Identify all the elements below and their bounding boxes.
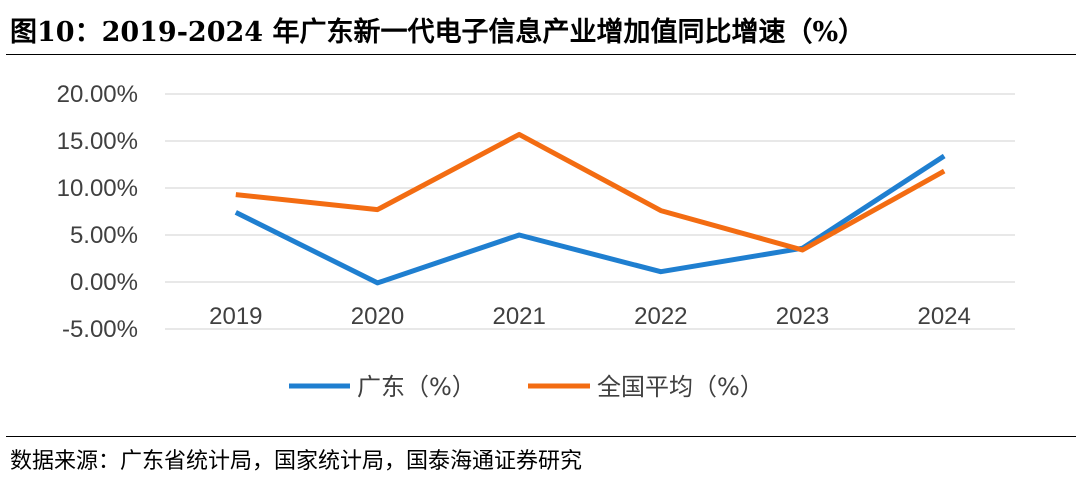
x-axis-ticks: 2019 2020 2021 2022 2023 2024 <box>209 303 971 330</box>
x-tick-label: 2020 <box>351 303 404 330</box>
series-line-guangdong <box>234 153 946 286</box>
x-tick-label: 2023 <box>776 303 829 330</box>
series-line-national <box>235 131 946 253</box>
x-tick-label: 2019 <box>209 303 262 330</box>
bottom-rule <box>6 436 1076 437</box>
chart-title: 图10：2019-2024 年广东新一代电子信息产业增加值同比增速（%） <box>10 17 866 48</box>
y-axis-ticks: -5.00% 0.00% 5.00% 10.00% 15.00% 20.00% <box>57 81 138 343</box>
legend-label: 全国平均（%） <box>597 373 764 401</box>
legend-national: 全国平均（%） <box>528 373 764 401</box>
gridlines <box>165 93 1015 330</box>
line-chart: -5.00%0.00%5.00%10.00%15.00%20.00% 2019 2… <box>57 81 1015 401</box>
y-tick-label: 20.00% <box>57 81 138 108</box>
y-tick-label: 0.00% <box>70 269 138 296</box>
source-note: 数据来源：广东省统计局，国家统计局，国泰海通证券研究 <box>10 449 583 474</box>
legend-label: 广东（%） <box>357 373 476 401</box>
series-lines <box>234 131 946 286</box>
y-tick-label: 15.00% <box>57 128 138 155</box>
legend-guangdong: 广东（%） <box>289 373 476 401</box>
legend: 广东（%） 全国平均（%） <box>289 373 764 401</box>
y-tick-label: 10.00% <box>57 175 138 202</box>
x-tick-label: 2021 <box>492 303 545 330</box>
y-tick-label: -5.00% <box>62 316 138 343</box>
x-tick-label: 2024 <box>917 303 970 330</box>
x-tick-label: 2022 <box>634 303 687 330</box>
top-rule <box>6 54 1076 55</box>
y-tick-label: 5.00% <box>70 222 138 249</box>
